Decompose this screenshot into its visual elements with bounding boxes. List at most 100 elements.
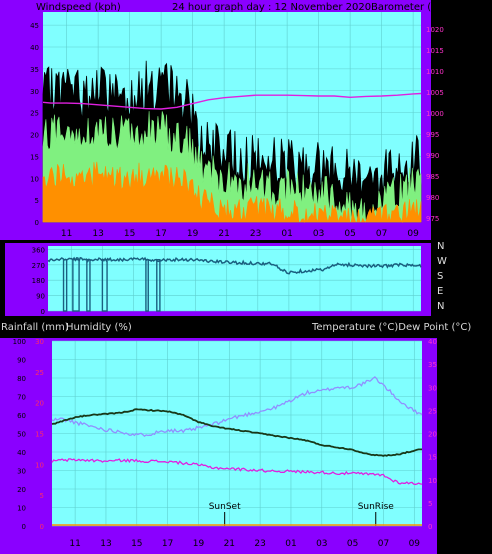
wind-tick-label: 10 [30,175,39,183]
direction-dropout [86,258,91,312]
barometer-line [42,92,422,110]
temp-x-tick-label: 13 [100,539,111,549]
humidity-tick-label: 50 [17,431,26,439]
lower-header-humidity: Humidity (%) [66,322,132,333]
direction-dropout [145,258,149,312]
humidity-tick-label: 30 [17,468,26,476]
wind-left-axis: 0 5 10 15 20 25 30 35 40 45 [30,22,39,227]
temperature-tick-label: 40 [428,338,437,346]
baro-tick-label: 1020 [426,26,444,34]
direction-left-axis: 0 90 180 270 360 [32,246,45,316]
compass-label: E [437,286,443,297]
temp-x-tick-label: 15 [131,539,142,549]
baro-tick-label: 980 [426,194,439,202]
rain-tick-label: 25 [35,369,44,377]
temp-x-tick-label: 01 [285,539,296,549]
baro-right-axis: 975 980 985 990 995 1000 1005 1010 1015 1020 [426,26,444,223]
temperature-tick-label: 15 [428,454,437,462]
humidity-left-axis: 0 10 20 30 40 50 60 70 80 90 100 [13,338,26,531]
humidity-tick-label: 90 [17,357,26,365]
compass-label: W [437,256,447,267]
humidity-line [51,376,423,438]
direction-series [47,256,422,312]
direction-plot-area [48,246,421,311]
wind-low-area [42,161,422,224]
header-center: 24 hour graph day : 12 November 2020 [172,2,371,13]
wind-tick-label: 5 [35,197,39,205]
wind-tick-label: 20 [30,132,39,140]
temp-x-tick-label: 11 [69,539,80,549]
wind-x-tick-label: 03 [313,229,324,239]
temp-grid [52,340,422,527]
wind-x-tick-label: 21 [218,229,229,239]
wind-x-tick-label: 09 [407,229,419,239]
temperature-tick-label: 20 [428,431,437,439]
humidity-tick-label: 80 [17,375,26,383]
temp-x-tick-label: 23 [254,539,265,549]
temp-series [51,376,423,526]
temp-x-tick-label: 09 [409,539,421,549]
humidity-tick-label: 10 [17,505,26,513]
temperature-tick-label: 25 [428,407,437,415]
dewpoint-line [51,458,423,486]
humidity-tick-label: 100 [13,338,26,346]
sunset-label: SunSet [209,502,241,512]
wind-series [42,60,422,224]
temperature-line [51,408,422,457]
compass-label: N [437,301,444,312]
temp-x-tick-label: 05 [347,539,358,549]
wind-x-tick-label: 11 [61,229,72,239]
wind-x-tick-label: 15 [124,229,135,239]
humidity-tick-label: 60 [17,412,26,420]
baro-tick-label: 1005 [426,89,444,97]
baro-tick-label: 1015 [426,47,444,55]
temperature-tick-label: 5 [428,500,432,508]
wind-x-tick-label: 13 [92,229,103,239]
rain-tick-label: 10 [35,461,44,469]
sunrise-label: SunRise [358,502,395,512]
compass-label: N [437,241,444,252]
baro-tick-label: 985 [426,173,439,181]
direction-grid [48,246,421,312]
baro-tick-label: 975 [426,215,439,223]
wind-tick-label: 0 [35,219,39,227]
wind-tick-label: 15 [30,153,39,161]
temperature-tick-label: 35 [428,361,437,369]
direction-tick-label: 180 [32,277,45,285]
wind-x-tick-label: 07 [376,229,387,239]
direction-dropout [72,258,80,312]
temp-x-tick-label: 17 [162,539,173,549]
wind-x-tick-label: 17 [155,229,166,239]
wind-tick-label: 30 [30,88,39,96]
baro-tick-label: 990 [426,152,439,160]
rain-tick-label: 0 [40,523,44,531]
temperature-right-axis: 0 5 10 15 20 25 30 35 40 [428,338,437,531]
rain-tick-label: 15 [35,431,44,439]
sun-annotations: SunSet SunRise [209,502,395,526]
temperature-tick-label: 30 [428,384,437,392]
wind-tick-label: 35 [30,66,39,74]
direction-dropout [156,258,161,312]
direction-dropout [62,258,68,312]
temp-x-tick-label: 21 [224,539,235,549]
compass-label: S [437,271,443,282]
direction-tick-label: 90 [36,293,45,301]
temperature-tick-label: 0 [428,523,432,531]
temp-x-axis: 11 13 15 17 19 21 23 01 03 05 07 09 [69,539,420,549]
baro-tick-label: 1010 [426,68,444,76]
rain-tick-label: 30 [35,338,44,346]
wind-x-tick-label: 01 [281,229,292,239]
temp-x-tick-label: 03 [316,539,327,549]
header-right: Barometer (hpa) [371,2,454,13]
direction-tick-label: 270 [32,262,45,270]
humidity-tick-label: 20 [17,486,26,494]
wind-tick-label: 40 [30,44,39,52]
temp-x-tick-label: 07 [378,539,389,549]
direction-tick-label: 360 [32,246,45,254]
temperature-tick-label: 10 [428,477,437,485]
humidity-tick-label: 40 [17,449,26,457]
wind-tick-label: 25 [30,110,39,118]
direction-line [47,256,422,275]
